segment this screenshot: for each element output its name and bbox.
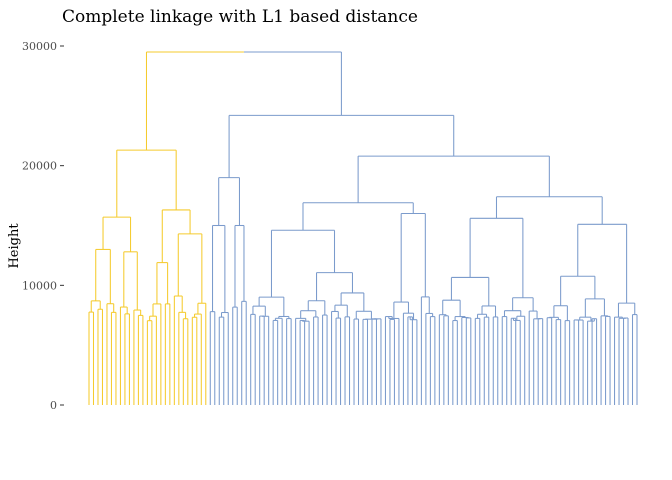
y-axis-title: Height [7,223,22,269]
y-tick-label: 0 [50,399,57,412]
y-axis: 0 10000 20000 30000 [22,40,64,412]
y-tick-label: 30000 [22,40,57,53]
y-tick-label: 20000 [22,160,57,173]
y-tick-label: 10000 [22,279,57,292]
dendrogram-tree [88,51,638,405]
chart-title: Complete linkage with L1 based distance [62,7,418,27]
